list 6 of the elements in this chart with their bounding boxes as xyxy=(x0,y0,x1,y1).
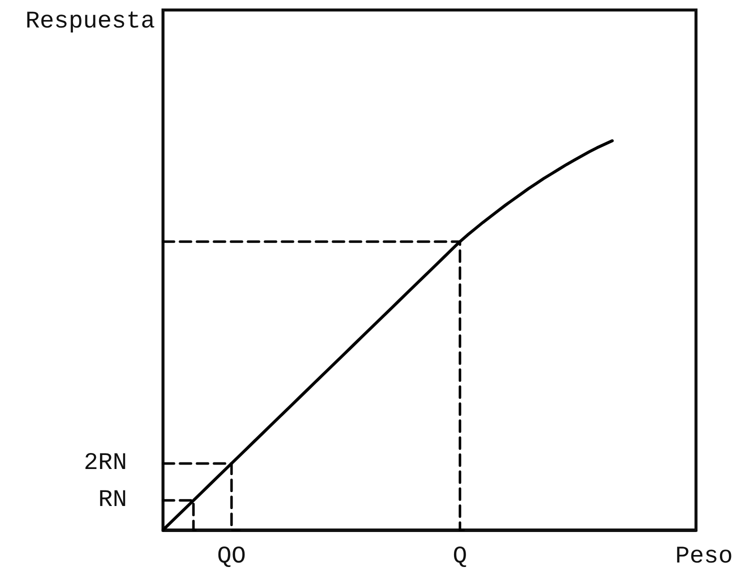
x-tick-label: Q xyxy=(452,544,468,570)
x-tick-label: QO xyxy=(217,544,246,570)
y-axis-title: Respuesta xyxy=(25,8,155,36)
series-label: 2RN xyxy=(84,450,127,477)
x-axis-title: Peso xyxy=(675,544,733,570)
series-label: RN xyxy=(98,486,127,514)
